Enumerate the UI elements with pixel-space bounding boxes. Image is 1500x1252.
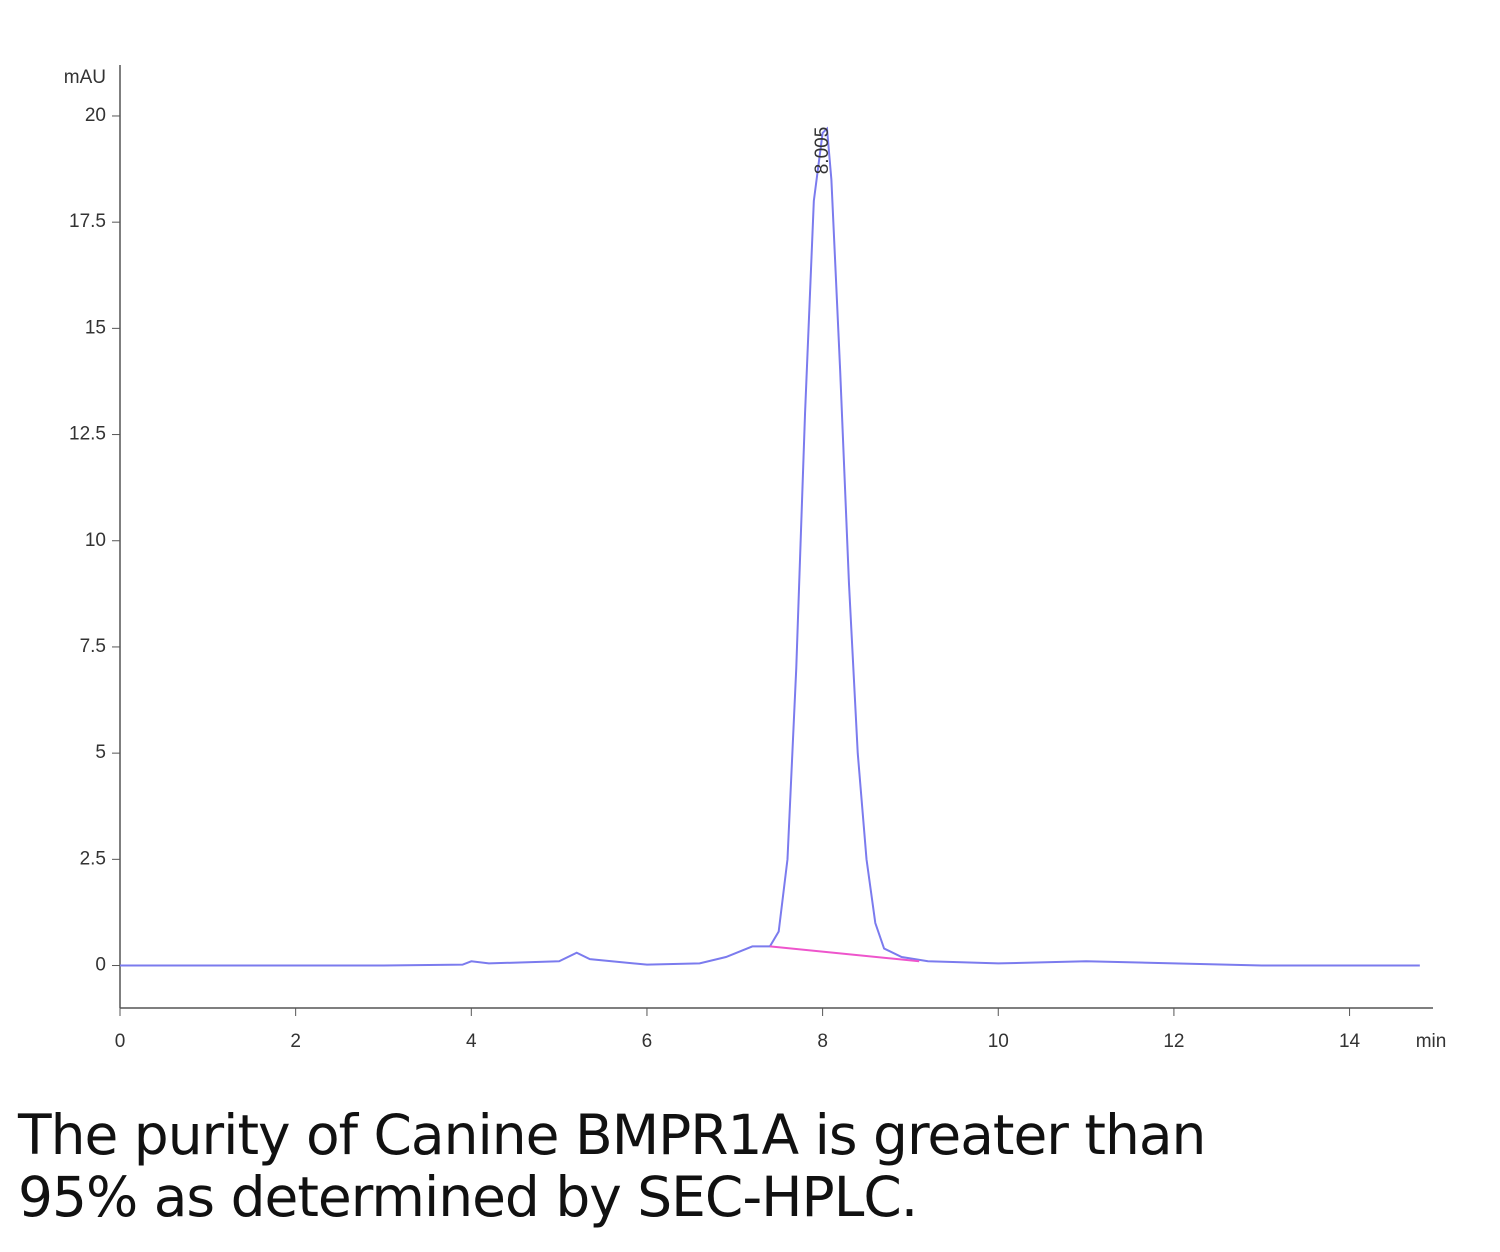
chart: mAU min 0 2.5 5 7.5 10 12.5 15 17.5 20 0 2 4 6 8 10 12 14 8… bbox=[64, 65, 1447, 1052]
trace bbox=[120, 126, 1420, 967]
y-tick-label: 17.5 bbox=[69, 211, 106, 232]
x-tick-label: 8 bbox=[817, 1031, 828, 1052]
x-tick-label: 12 bbox=[1163, 1031, 1184, 1052]
y-tick-label: 5 bbox=[95, 742, 106, 763]
caption: The purity of Canine BMPR1A is greater t… bbox=[18, 1103, 1206, 1229]
x-tick-label: 0 bbox=[115, 1031, 126, 1052]
peak-label: 8.005 bbox=[812, 127, 833, 175]
y-tick-label: 15 bbox=[85, 317, 106, 338]
y-tick-label: 0 bbox=[95, 955, 106, 976]
x-tick-label: 6 bbox=[642, 1031, 653, 1052]
caption-line: The purity of Canine BMPR1A is greater t… bbox=[18, 1103, 1206, 1167]
trace bbox=[769, 945, 920, 963]
y-tick-label: 10 bbox=[85, 530, 106, 551]
y-axis-label: mAU bbox=[64, 67, 106, 88]
y-tick-label: 12.5 bbox=[69, 424, 106, 445]
x-tick-label: 2 bbox=[290, 1031, 301, 1052]
y-tick-label: 2.5 bbox=[80, 848, 106, 869]
x-tick-label: 14 bbox=[1339, 1031, 1361, 1052]
x-tick-label: 10 bbox=[988, 1031, 1009, 1052]
y-tick-label: 7.5 bbox=[80, 636, 106, 657]
x-axis-label: min bbox=[1416, 1031, 1447, 1052]
x-tick-label: 4 bbox=[466, 1031, 477, 1052]
y-tick-label: 20 bbox=[85, 105, 106, 126]
caption-line: 95% as determined by SEC-HPLC. bbox=[18, 1165, 918, 1229]
